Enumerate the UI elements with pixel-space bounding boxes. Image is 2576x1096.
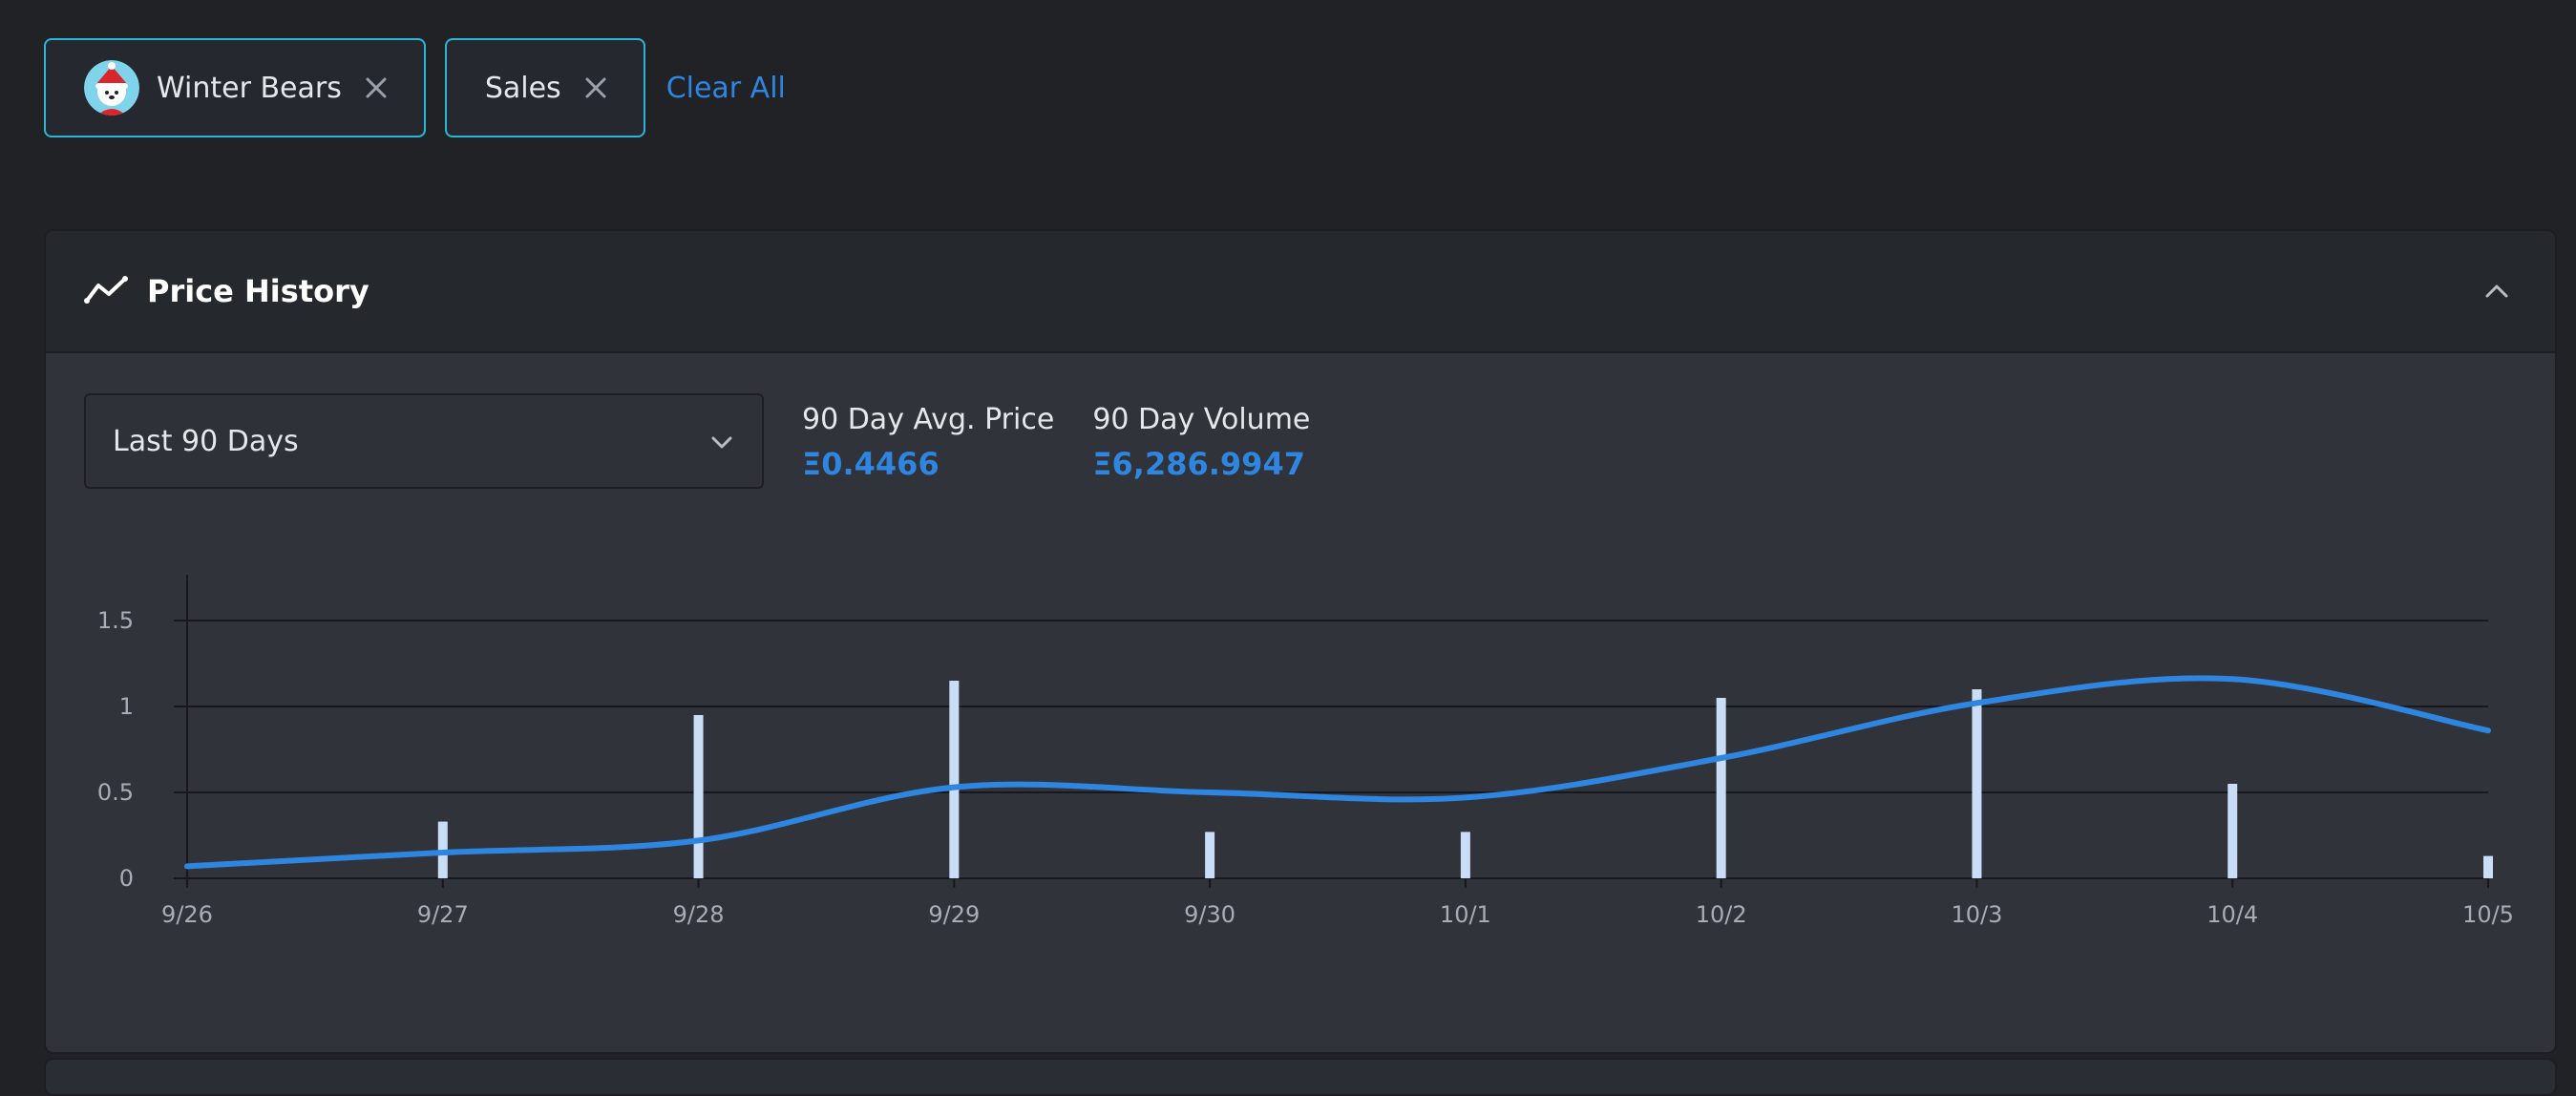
x-tick-label: 9/27 (417, 901, 469, 928)
price-line (184, 675, 2491, 870)
x-tick-label: 10/3 (1951, 901, 2002, 928)
price-history-panel: Price History Last 90 Days 90 Day Avg. P… (44, 229, 2557, 1054)
x-tick-label: 9/30 (1184, 901, 1235, 928)
filter-chip-winter-bears[interactable]: Winter Bears (44, 38, 426, 137)
volume-bar (2483, 855, 2493, 878)
filter-chip-label: Winter Bears (157, 71, 342, 105)
volume-bar (949, 681, 960, 878)
filter-bar: Winter Bears Sales Clear All (44, 38, 786, 137)
x-tick-label: 10/1 (1440, 901, 1491, 928)
close-icon[interactable] (584, 76, 607, 99)
panel-header[interactable]: Price History (46, 231, 2555, 353)
volume-bar (1460, 832, 1470, 878)
range-select[interactable]: Last 90 Days (84, 393, 764, 489)
next-panel-edge (44, 1058, 2557, 1096)
chart-controls: Last 90 Days 90 Day Avg. Price Ξ0.4466 9… (84, 393, 1310, 489)
chevron-up-icon[interactable] (2484, 284, 2509, 299)
stat-value: Ξ0.4466 (802, 446, 940, 482)
x-tick-label: 10/5 (2462, 901, 2514, 928)
stat-label: 90 Day Volume (1092, 403, 1311, 436)
filter-chip-label: Sales (484, 71, 561, 105)
volume-stat: 90 Day Volume Ξ6,286.9947 (1092, 403, 1310, 482)
close-icon[interactable] (365, 76, 388, 99)
x-tick-label: 10/2 (1696, 901, 1747, 928)
volume-bar (1716, 698, 1726, 878)
y-tick-label: 1.5 (97, 607, 134, 634)
y-tick-label: 1 (119, 693, 134, 720)
volume-bar (693, 715, 704, 878)
clear-all-link[interactable]: Clear All (665, 71, 786, 105)
stat-label: 90 Day Avg. Price (802, 403, 1055, 436)
x-tick-label: 9/26 (161, 901, 213, 928)
volume-bar (1972, 689, 1982, 878)
winter-bear-avatar (84, 60, 139, 116)
range-select-value: Last 90 Days (113, 424, 299, 458)
panel-title: Price History (147, 273, 370, 309)
price-history-chart: 0 0.5 1 1.5 9/26 9/27 9/28 9/29 9/30 10/1 10/2 10/3… (97, 575, 2514, 928)
y-tick-label: 0.5 (97, 779, 134, 806)
y-tick-label: 0 (119, 865, 134, 892)
x-tick-label: 9/28 (673, 901, 725, 928)
volume-bar (1205, 832, 1215, 878)
avg-price-stat: 90 Day Avg. Price Ξ0.4466 (802, 403, 1054, 482)
x-tick-label: 9/29 (928, 901, 980, 928)
chevron-down-icon (710, 425, 733, 458)
volume-bar (2228, 784, 2238, 878)
trend-line-icon (84, 275, 128, 307)
stat-value: Ξ6,286.9947 (1092, 446, 1305, 482)
x-tick-label: 10/4 (2206, 901, 2258, 928)
filter-chip-sales[interactable]: Sales (444, 38, 645, 137)
